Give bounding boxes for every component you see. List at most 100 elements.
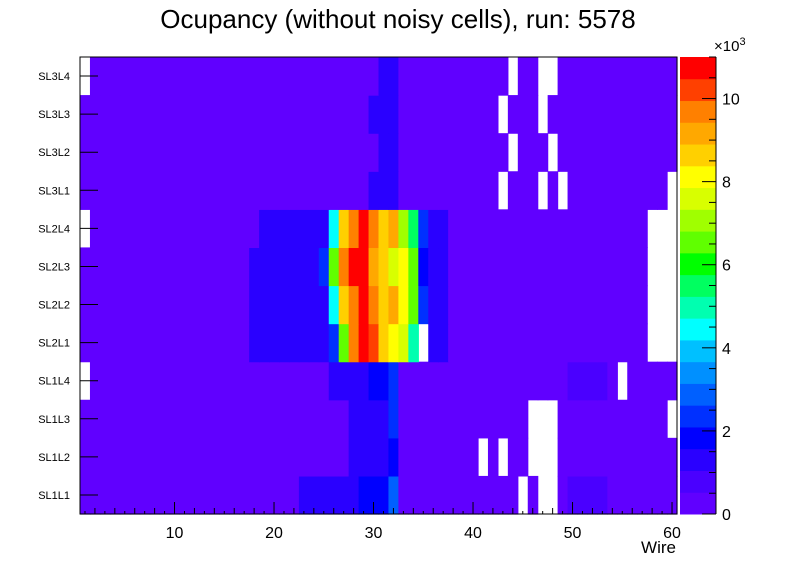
heatmap-cell: [129, 133, 141, 172]
heatmap-cell: [179, 285, 191, 325]
heatmap-cell: [507, 475, 519, 515]
heatmap-cell: [428, 247, 439, 287]
heatmap-cell: [189, 247, 200, 287]
heatmap-cell: [209, 133, 220, 172]
heatmap-cell: [448, 95, 459, 134]
heatmap-cell: [269, 285, 280, 325]
y-tick-label: SL1L2: [38, 452, 70, 464]
heatmap-cell: [448, 437, 459, 477]
heatmap-cell: [328, 57, 340, 96]
heatmap-cell: [338, 133, 350, 172]
heatmap-cell: [617, 475, 628, 515]
heatmap-cell: [557, 209, 569, 249]
heatmap-cell: [358, 285, 370, 325]
heatmap-cell: [318, 57, 330, 96]
heatmap-cell: [607, 209, 618, 249]
heatmap-cell: [657, 361, 668, 401]
heatmap-cell: [507, 209, 519, 249]
heatmap-cell: [657, 171, 668, 210]
heatmap-cell: [129, 475, 141, 515]
heatmap-cell: [587, 475, 598, 515]
x-axis: 10 20 30 40 50 60: [84, 502, 681, 542]
heatmap-cell: [279, 133, 290, 172]
heatmap-cell: [189, 361, 200, 401]
heatmap-cell: [627, 323, 638, 363]
heatmap-cell: [249, 133, 260, 172]
heatmap-cell: [448, 209, 459, 249]
heatmap-cell: [139, 247, 151, 287]
heatmap-cell: [239, 399, 250, 439]
heatmap-cell: [199, 247, 210, 287]
heatmap-cell: [647, 361, 658, 401]
heatmap-cell: [567, 475, 579, 515]
heatmap-cell: [219, 285, 230, 325]
color-scale-swatch: [680, 361, 716, 384]
heatmap-cell: [159, 437, 171, 477]
heatmap-cell: [507, 399, 519, 439]
heatmap-cell: [279, 247, 290, 287]
heatmap-cell: [368, 437, 380, 477]
heatmap-cell: [567, 171, 579, 210]
heatmap-cell: [627, 95, 638, 134]
heatmap-cell: [169, 323, 181, 363]
heatmap-cell: [279, 209, 290, 249]
heatmap-cell: [308, 133, 320, 172]
heatmap-cell: [259, 171, 270, 210]
heatmap-cell: [627, 171, 638, 210]
heatmap-cell: [438, 95, 449, 134]
heatmap-cell: [557, 361, 569, 401]
color-scale-swatch: [680, 144, 716, 167]
heatmap-cell: [149, 133, 161, 172]
heatmap-cell: [99, 323, 111, 363]
heatmap-cell: [159, 209, 171, 249]
heatmap-cell: [408, 133, 419, 172]
heatmap-cell: [139, 323, 151, 363]
heatmap-cell: [517, 209, 529, 249]
color-scale-swatch: [680, 470, 716, 493]
heatmap-cell: [99, 361, 111, 401]
heatmap-cell: [169, 57, 181, 96]
heatmap-cell: [587, 323, 598, 363]
heatmap-cell: [348, 133, 360, 172]
heatmap-cell: [557, 475, 569, 515]
heatmap-cell: [438, 171, 449, 210]
heatmap-cell: [318, 209, 330, 249]
heatmap-cell: [318, 437, 330, 477]
color-scale-swatch: [680, 187, 716, 210]
heatmap-cell: [288, 437, 300, 477]
heatmap-cell: [259, 95, 270, 134]
heatmap-cell: [348, 247, 360, 287]
heatmap-cell: [189, 399, 200, 439]
heatmap-cell: [527, 209, 539, 249]
heatmap-cell: [308, 285, 320, 325]
heatmap-cell: [388, 57, 399, 96]
y-tick-label: SL2L1: [38, 338, 70, 350]
heatmap-cell: [259, 209, 270, 249]
heatmap-cell: [239, 361, 250, 401]
heatmap-cell: [428, 437, 439, 477]
heatmap-cell: [159, 399, 171, 439]
heatmap-cell: [607, 437, 618, 477]
heatmap-cell: [159, 133, 171, 172]
heatmap-cell: [308, 475, 320, 515]
heatmap-cell: [438, 57, 449, 96]
heatmap-cell: [368, 57, 380, 96]
heatmap-cell: [517, 247, 529, 287]
y-tick-label: SL2L4: [38, 223, 70, 235]
heatmap-cell: [587, 95, 598, 134]
heatmap-cell: [229, 437, 240, 477]
heatmap-cell: [348, 437, 360, 477]
heatmap-cell: [328, 361, 340, 401]
heatmap-cell: [179, 323, 191, 363]
heatmap-cell: [398, 247, 409, 287]
heatmap-cell: [478, 209, 489, 249]
heatmap-cell: [667, 475, 678, 515]
x-axis-label: Wire: [641, 538, 676, 557]
heatmap-cell: [338, 247, 350, 287]
heatmap-cell: [617, 57, 628, 96]
heatmap-cell: [597, 361, 608, 401]
heatmap-cell: [179, 133, 191, 172]
heatmap-cell: [199, 323, 210, 363]
heatmap-cell: [448, 171, 459, 210]
heatmap-cell: [527, 95, 539, 134]
